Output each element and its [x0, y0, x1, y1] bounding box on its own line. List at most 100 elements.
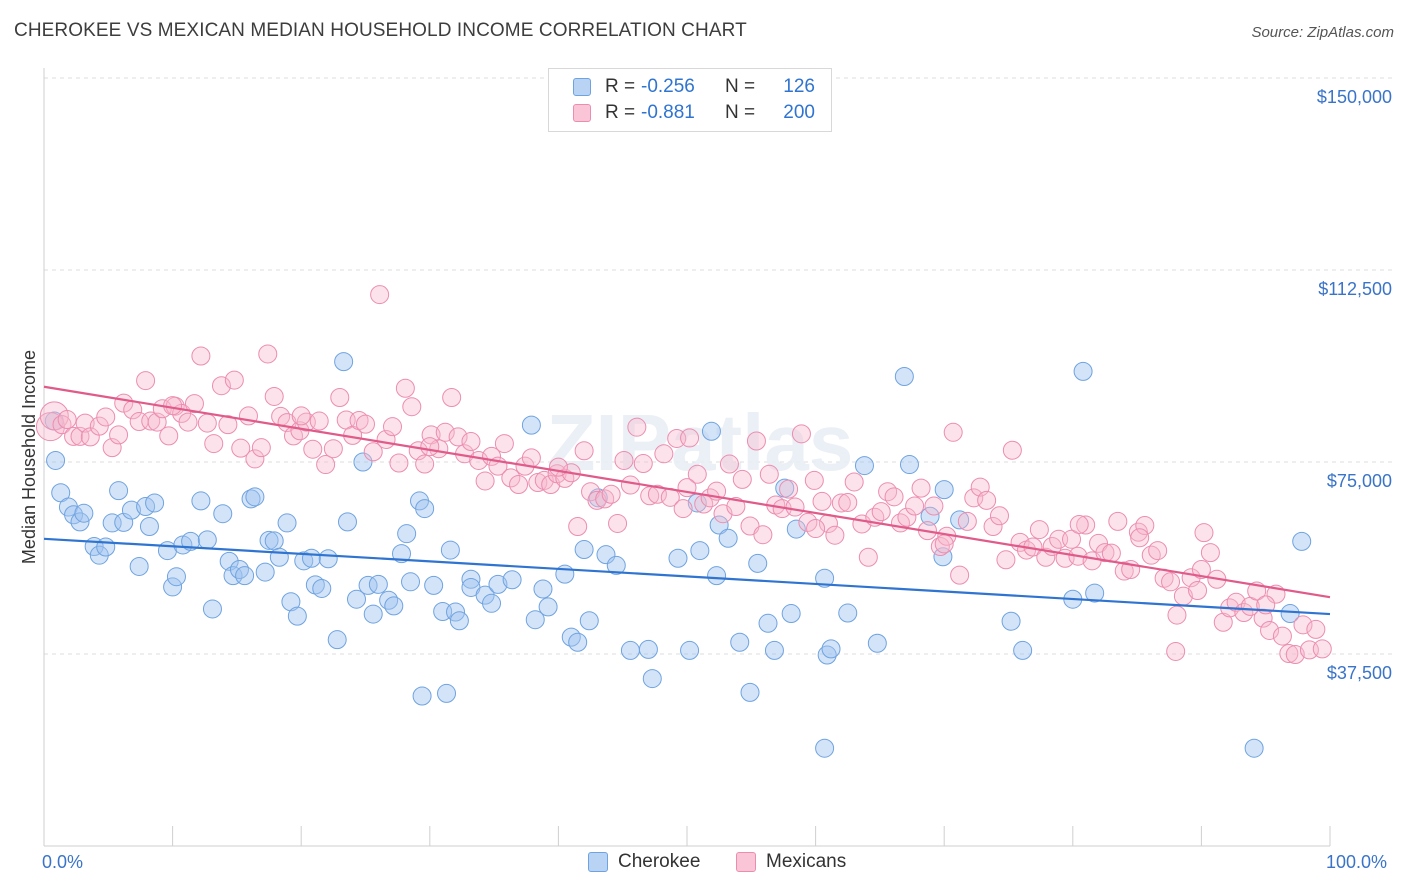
cherokee-point [96, 537, 116, 557]
mexicans-point [211, 376, 231, 396]
cherokee-point [920, 506, 940, 526]
mexicans-point [548, 457, 568, 477]
mexicans-point [52, 415, 72, 435]
cherokee-point [482, 593, 502, 613]
mexicans-point [1312, 639, 1332, 659]
cherokee-point [461, 569, 481, 589]
mexicans-point [218, 415, 238, 435]
mexicans-point [1166, 641, 1186, 661]
mexicans-point [1002, 440, 1022, 460]
mexicans-point [1148, 541, 1168, 561]
cherokee-point [363, 604, 383, 624]
mexicans-point [791, 424, 811, 444]
cherokee-point [525, 610, 545, 630]
cherokee-point [1280, 604, 1300, 624]
cherokee-point [259, 530, 279, 550]
cherokee-point [668, 548, 688, 568]
mexicans-point [732, 469, 752, 489]
mexicans-point [159, 426, 179, 446]
mexicans-point [435, 422, 455, 442]
cherokee-point [384, 596, 404, 616]
mexicans-point [812, 491, 832, 511]
y-axis-label: Median Household Income [19, 350, 39, 564]
mexicans-point [831, 493, 851, 513]
mexicans-point [871, 502, 891, 522]
mexicans-point [469, 450, 489, 470]
cherokee-point [166, 567, 186, 587]
cherokee-point [1244, 738, 1264, 758]
cherokee-point [358, 575, 378, 595]
cherokee-point [437, 683, 457, 703]
mexicans-point [601, 484, 621, 504]
mexicans-point [1089, 533, 1109, 553]
mexicans-point [633, 454, 653, 474]
cherokee-point [574, 540, 594, 560]
mexicans-point [806, 519, 826, 539]
mexicans-point [654, 444, 674, 464]
mexicans-point [1108, 511, 1128, 531]
mexicans-points [35, 285, 1332, 665]
cherokee-point [46, 450, 66, 470]
cherokee-point [269, 547, 289, 567]
n-value: 126 [783, 76, 815, 97]
mexicans-point [204, 434, 224, 454]
mexicans-point [420, 437, 440, 457]
mexicans-point [224, 370, 244, 390]
mexicans-point [726, 497, 746, 517]
cherokee-point [707, 566, 727, 586]
cherokee-point [305, 575, 325, 595]
mexicans-point [924, 496, 944, 516]
mexicans-point [415, 454, 435, 474]
mexicans-point [141, 411, 161, 431]
mexicans-point [303, 439, 323, 459]
mexicans-point [264, 386, 284, 406]
mexicans-point [911, 478, 931, 498]
mexicans-point [35, 412, 65, 442]
mexicans-point [521, 448, 541, 468]
cherokee-point [202, 599, 222, 619]
cherokee-point [281, 592, 301, 612]
source-label: Source: ZipAtlas.com [1251, 24, 1394, 41]
mexicans-point [844, 472, 864, 492]
cherokee-points [44, 352, 1312, 758]
mexicans-point [109, 425, 129, 445]
mexicans-point [461, 432, 481, 452]
cherokee-point [1001, 611, 1021, 631]
cherokee-point [318, 549, 338, 569]
mexicans-point [349, 411, 369, 431]
cherokee-point [301, 548, 321, 568]
mexicans-point [1095, 543, 1115, 563]
x-tick-label-min: 0.0% [42, 852, 84, 872]
mexicans-point [494, 434, 514, 454]
mexicans-point [1191, 560, 1211, 580]
cherokee-point [401, 572, 421, 592]
cherokee-point [934, 480, 954, 500]
mexicans-point [1226, 592, 1246, 612]
cherokee-point [899, 455, 919, 475]
cherokee-point [163, 577, 183, 597]
legend-item-cherokee: Cherokee [588, 851, 700, 873]
mexicans-point [509, 475, 529, 495]
cherokee-point [368, 574, 388, 594]
cherokee-point [139, 517, 159, 537]
mexicans-point [136, 371, 156, 391]
mexicans-point [1130, 528, 1150, 548]
mexicans-point [858, 547, 878, 567]
mexicans-point [291, 406, 311, 426]
mexicans-point [804, 470, 824, 490]
mexicans-point [897, 507, 917, 527]
cherokee-point [781, 604, 801, 624]
cherokee-point [680, 640, 700, 660]
mexicans-point [363, 442, 383, 462]
mexicans-point [309, 411, 329, 431]
cherokee-point [346, 589, 366, 609]
trend-lines [43, 385, 1331, 616]
cherokee-point [334, 352, 354, 372]
cherokee-point [815, 568, 835, 588]
x-tick-label-max: 100.0% [1326, 852, 1388, 872]
cherokee-trend-line [43, 537, 1331, 616]
cherokee-swatch-icon [588, 852, 608, 872]
cherokee-point [854, 456, 874, 476]
mexicans-point [1279, 643, 1299, 663]
cherokee-point [245, 487, 265, 507]
